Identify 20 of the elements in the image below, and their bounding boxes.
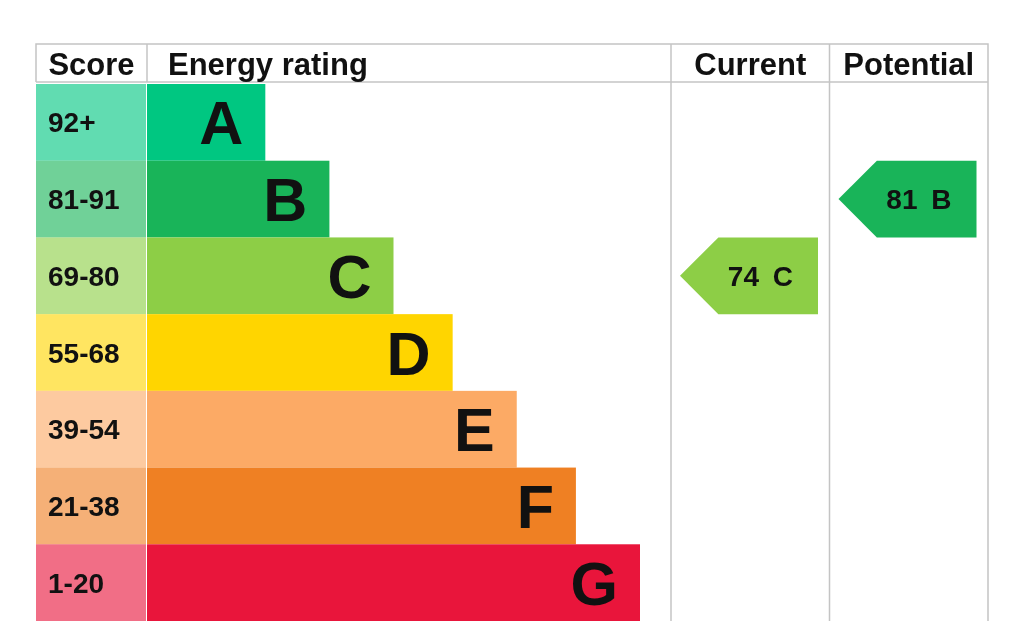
x-tick-label: Current [694,47,807,82]
y-tick-label: 81-91 [48,184,120,216]
y-tick-label: 1-20 [48,567,105,599]
data-label: 81 B [886,184,952,216]
data-label: 74 C [727,260,793,292]
annotation: E [454,396,495,465]
y-tick-label: 39-54 [48,414,121,446]
y-tick-label: 21-38 [48,490,120,522]
y-tick-label: 92+ [48,107,96,139]
annotation: C [327,242,372,311]
annotation: D [386,319,431,388]
y-axis-title: Score [48,47,135,82]
y-tick-label: 55-68 [48,337,120,369]
y-tick-label: 69-80 [48,260,120,292]
annotation: A [199,89,244,158]
annotation: B [263,166,308,235]
annotation: F [516,472,554,541]
x-tick-label: Potential [843,47,975,82]
x-axis-title: Energy rating [168,47,368,82]
annotation: G [570,549,618,618]
